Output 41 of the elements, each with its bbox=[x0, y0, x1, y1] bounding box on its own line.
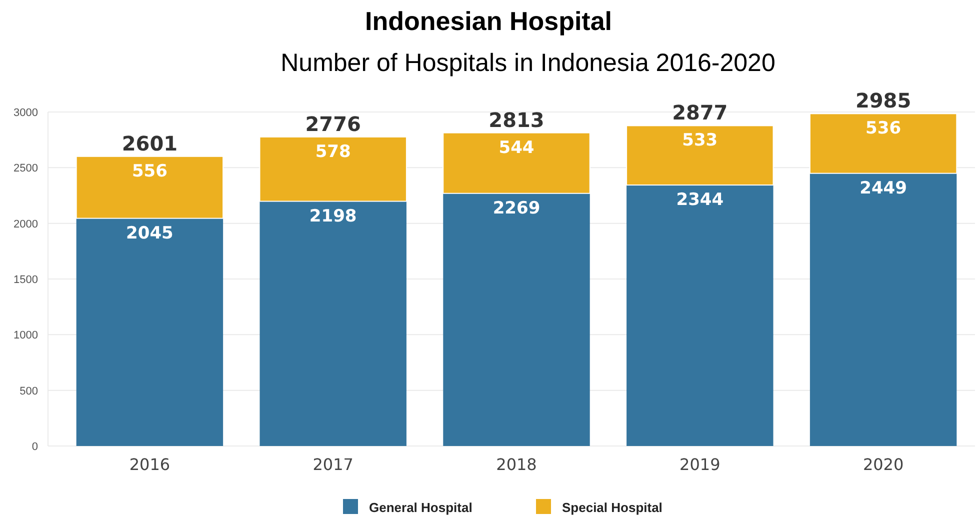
y-tick-label: 3000 bbox=[14, 107, 38, 119]
total-label: 2813 bbox=[488, 108, 544, 132]
data-label: 2449 bbox=[860, 178, 907, 198]
x-tick-label: 2020 bbox=[862, 455, 904, 474]
data-label: 556 bbox=[132, 161, 168, 182]
total-label: 2985 bbox=[855, 88, 912, 113]
x-tick-label: 2019 bbox=[680, 455, 720, 474]
y-tick-label: 500 bbox=[20, 385, 38, 398]
chart-title: Indonesian Hospital bbox=[364, 6, 612, 36]
data-label: 536 bbox=[866, 118, 902, 139]
data-label: 2045 bbox=[126, 223, 174, 244]
total-label: 2776 bbox=[305, 112, 361, 136]
bar bbox=[76, 156, 224, 219]
bar bbox=[626, 185, 774, 446]
bar bbox=[76, 218, 224, 446]
bar bbox=[442, 132, 590, 194]
bar bbox=[260, 201, 406, 446]
x-tick-label: 2016 bbox=[129, 455, 170, 474]
data-label: 544 bbox=[498, 138, 534, 158]
bar bbox=[259, 136, 407, 202]
y-tick-label: 2000 bbox=[14, 218, 38, 230]
y-tick-label: 1000 bbox=[14, 330, 38, 342]
y-tick-label: 1500 bbox=[14, 274, 38, 286]
bar bbox=[810, 173, 957, 446]
legend-label: General Hospital bbox=[369, 500, 472, 515]
data-label: 578 bbox=[315, 142, 351, 162]
data-label: 533 bbox=[682, 130, 718, 151]
x-tick-label: 2018 bbox=[496, 455, 537, 474]
bar bbox=[809, 113, 958, 174]
total-label: 2601 bbox=[122, 131, 178, 156]
chart-subtitle: Number of Hospitals in Indonesia 2016-2020 bbox=[280, 49, 776, 77]
legend-label: Special Hospital bbox=[562, 500, 662, 515]
bar bbox=[626, 125, 774, 186]
data-label: 2269 bbox=[492, 198, 540, 218]
data-label: 2344 bbox=[676, 190, 724, 210]
y-tick-label: 0 bbox=[32, 441, 38, 453]
bar bbox=[443, 193, 590, 446]
data-label: 2198 bbox=[309, 206, 357, 226]
x-tick-label: 2017 bbox=[312, 455, 354, 474]
total-label: 2877 bbox=[672, 100, 728, 125]
y-tick-label: 2500 bbox=[14, 162, 38, 175]
